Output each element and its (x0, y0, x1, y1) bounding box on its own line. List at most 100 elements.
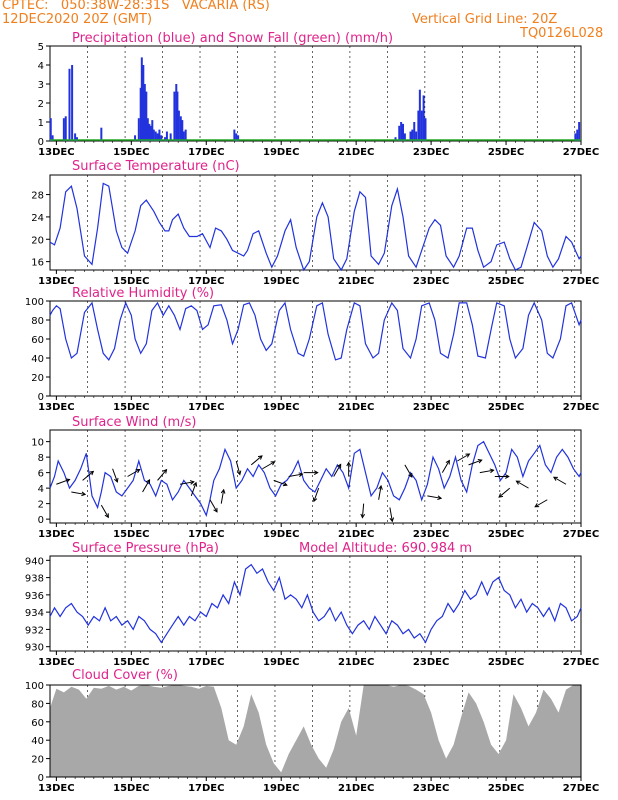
precip-bar (165, 131, 168, 141)
precip-bar (152, 129, 155, 141)
x-tick-label: 25DEC (488, 276, 524, 287)
wind-vector (179, 481, 194, 485)
precip-bar (49, 118, 52, 141)
wind-arrowhead (346, 461, 352, 467)
series-line (49, 182, 582, 272)
y-tick-label: 60 (31, 718, 44, 729)
wind-arrowhead (552, 476, 558, 481)
x-tick-label: 19DEC (263, 147, 299, 158)
y-tick-label: 20 (31, 235, 44, 246)
wind-arrowhead (81, 491, 87, 497)
precip-bar (140, 57, 143, 141)
wind-arrowhead (236, 470, 242, 476)
precip-bar (400, 122, 403, 141)
y-tick-label: 40 (31, 354, 44, 365)
wind-vector (235, 460, 241, 475)
precip-bar (409, 131, 412, 141)
cloud-area (50, 685, 581, 777)
panel-1: Surface Temperature (nC) 16 20 24 28 13DEC 15D… (31, 159, 599, 287)
wind-arrowhead (445, 459, 450, 465)
wind-vector (498, 487, 511, 498)
precip-bar (422, 95, 425, 141)
precip-bar (417, 110, 420, 141)
precip-bar (403, 133, 406, 141)
y-tick-label: 938 (25, 574, 44, 585)
y-tick-label: 20 (31, 373, 44, 384)
precip-bar (402, 123, 405, 141)
wind-arrowhead (465, 453, 471, 458)
y-tick-label: 6 (38, 469, 44, 480)
x-tick-label: 27DEC (563, 147, 599, 158)
wind-vector (100, 504, 109, 518)
wind-arrowhead (360, 513, 366, 519)
x-tick-label: 15DEC (113, 147, 149, 158)
precip-bar (71, 65, 74, 141)
x-tick-label: 23DEC (413, 529, 449, 540)
precip-bar (173, 91, 176, 141)
panel-5: Cloud Cover (%) 0 20 40 60 80 100 13DEC 15DEC 17D… (25, 668, 599, 794)
precip-bar (184, 129, 187, 141)
panel-title: Surface Wind (m/s) (72, 415, 196, 430)
panel-title: Surface Temperature (nC) (72, 159, 240, 174)
wind-vector (209, 499, 218, 513)
wind-arrowhead (189, 480, 195, 485)
panel-3: Surface Wind (m/s) 0 2 4 6 8 10 13DEC 15DEC 17DEC… (31, 415, 599, 540)
x-tick-label: 17DEC (188, 529, 224, 540)
x-tick-label: 19DEC (263, 402, 299, 413)
precip-bar (64, 116, 67, 141)
precip-bar (176, 91, 179, 141)
y-tick-label: 100 (25, 681, 44, 692)
precip-bar (158, 129, 161, 141)
x-tick-label: 19DEC (263, 276, 299, 287)
precip-bar (160, 135, 163, 141)
series-line (49, 440, 582, 518)
x-tick-label: 23DEC (413, 657, 449, 668)
x-tick-label: 27DEC (563, 276, 599, 287)
precip-bar (179, 116, 182, 141)
y-tick-label: 24 (31, 213, 44, 224)
y-tick-label: 4 (38, 61, 44, 72)
x-tick-label: 21DEC (338, 402, 374, 413)
wind-vector (333, 464, 342, 477)
x-tick-label: 17DEC (188, 147, 224, 158)
x-tick-label: 25DEC (488, 402, 524, 413)
precip-bar (415, 131, 418, 141)
x-tick-label: 17DEC (188, 783, 224, 794)
wind-vector (157, 469, 167, 481)
precip-bar (177, 110, 180, 141)
wind-vector (142, 479, 150, 493)
y-tick-label: 1 (38, 118, 44, 129)
x-tick-label: 27DEC (563, 529, 599, 540)
x-tick-label: 21DEC (338, 529, 374, 540)
wind-vector (82, 470, 94, 481)
x-tick-label: 27DEC (563, 657, 599, 668)
x-tick-label: 19DEC (263, 783, 299, 794)
wind-arrowhead (220, 488, 226, 494)
y-tick-label: 934 (25, 608, 44, 619)
wind-arrowhead (378, 484, 383, 490)
precip-bar (148, 123, 151, 141)
wind-arrowhead (313, 470, 319, 475)
header-datetime: 12DEC2020 20Z (GMT) (2, 12, 153, 27)
precip-bar (574, 133, 577, 141)
precip-bar (169, 133, 172, 141)
precip-bar (394, 137, 397, 141)
precip-bar (51, 135, 54, 141)
precip-bar (149, 125, 152, 141)
precip-bar (578, 122, 581, 141)
header-grid-line: Vertical Grid Line: 20Z (412, 12, 558, 27)
wind-vector (190, 482, 197, 497)
precip-bar (156, 133, 159, 141)
wind-arrowhead (515, 480, 521, 485)
wind-vector (427, 495, 442, 499)
precip-bar (576, 129, 579, 141)
precip-bar (175, 84, 178, 141)
y-tick-label: 60 (31, 335, 44, 346)
x-tick-label: 23DEC (413, 147, 449, 158)
x-tick-label: 13DEC (38, 783, 74, 794)
precip-bar (424, 118, 427, 141)
x-tick-label: 19DEC (263, 529, 299, 540)
y-tick-label: 80 (31, 699, 44, 710)
precip-bar (142, 65, 145, 141)
